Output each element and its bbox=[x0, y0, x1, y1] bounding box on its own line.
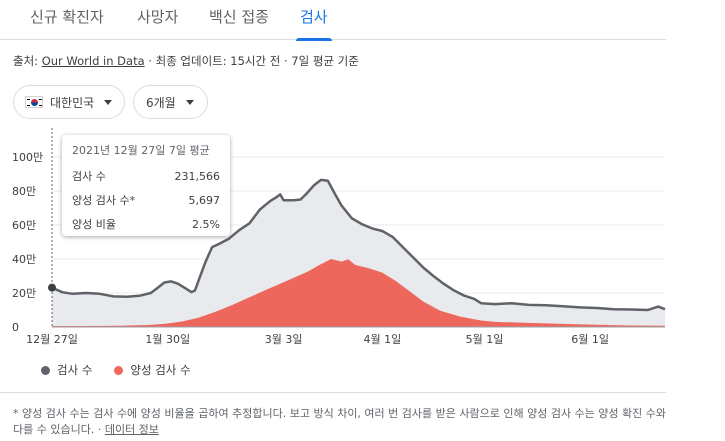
country-selector[interactable]: 대한민국 bbox=[13, 85, 125, 119]
x-tick-label: 12월 27일 bbox=[26, 332, 78, 346]
tab-vaccinations[interactable]: 백신 접종 bbox=[209, 0, 269, 40]
x-tick-label: 5월 1일 bbox=[466, 332, 504, 346]
tab-label: 검사 bbox=[300, 8, 328, 26]
chart-tooltip: 2021년 12월 27일 7일 평균 검사 수 231,566 양성 검사 수*… bbox=[62, 135, 230, 236]
source-prefix: 출처: bbox=[13, 54, 39, 68]
y-tick-label: 40만 bbox=[12, 253, 36, 266]
tooltip-title: 2021년 12월 27일 7일 평균 bbox=[72, 144, 210, 157]
tooltip-row-tests: 검사 수 231,566 bbox=[72, 165, 220, 189]
tooltip-value: 2.5% bbox=[192, 218, 220, 231]
tooltip-value: 231,566 bbox=[174, 170, 221, 183]
tab-deaths[interactable]: 사망자 bbox=[137, 0, 178, 40]
tab-label: 백신 접종 bbox=[209, 8, 269, 26]
tab-testing[interactable]: 검사 bbox=[296, 0, 332, 41]
caret-down-icon bbox=[104, 99, 113, 105]
y-tick-label: 60만 bbox=[12, 219, 36, 232]
legend-label: 양성 검사 수 bbox=[130, 363, 191, 377]
source-suffix: · 최종 업데이트: 15시간 전 · 7일 평균 기준 bbox=[148, 54, 359, 68]
tab-label: 신규 확진자 bbox=[30, 8, 104, 26]
footnote-text: * 양성 검사 수는 검사 수에 양성 비율을 곱하여 추정합니다. 보고 방식… bbox=[13, 407, 667, 436]
hover-point-tests bbox=[48, 283, 56, 292]
caret-down-icon bbox=[185, 99, 194, 105]
tab-bar: 신규 확진자 사망자 백신 접종 검사 bbox=[0, 0, 666, 41]
tooltip-label: 양성 검사 수* bbox=[72, 194, 136, 207]
chart-legend: 검사 수 양성 검사 수 bbox=[41, 362, 213, 378]
y-tick-label: 80만 bbox=[12, 185, 36, 198]
series-line-tests bbox=[51, 178, 666, 312]
legend-dot-icon bbox=[114, 365, 124, 375]
divider bbox=[0, 392, 666, 393]
legend-item-tests: 검사 수 bbox=[41, 362, 92, 378]
series-area-tests bbox=[52, 179, 665, 327]
legend-dot-icon bbox=[41, 365, 50, 375]
x-tick-label: 3월 3일 bbox=[265, 332, 303, 346]
legend-item-positives: 양성 검사 수 bbox=[114, 362, 191, 378]
x-tick-label: 4월 1일 bbox=[363, 332, 401, 346]
data-info-link[interactable]: 데이터 정보 bbox=[104, 423, 159, 436]
tooltip-value: 5,697 bbox=[188, 194, 221, 207]
country-label: 대한민국 bbox=[50, 95, 95, 110]
series-area-positives bbox=[52, 259, 665, 327]
source-line: 출처: Our World in Data · 최종 업데이트: 15시간 전 … bbox=[13, 53, 359, 69]
x-tick-label: 1월 30일 bbox=[145, 332, 190, 346]
tooltip-label: 양성 비율 bbox=[72, 218, 116, 231]
south-korea-flag-icon bbox=[25, 96, 43, 108]
y-tick-label: 0 bbox=[12, 321, 19, 334]
y-tick-label: 100만 bbox=[12, 151, 43, 164]
source-link[interactable]: Our World in Data bbox=[41, 54, 145, 68]
period-selector[interactable]: 6개월 bbox=[133, 85, 208, 119]
y-tick-label: 20만 bbox=[12, 287, 36, 300]
tooltip-label: 검사 수 bbox=[72, 170, 106, 183]
tooltip-row-positives: 양성 검사 수* 5,697 bbox=[72, 189, 220, 213]
footnote: * 양성 검사 수는 검사 수에 양성 비율을 곱하여 추정합니다. 보고 방식… bbox=[13, 406, 668, 438]
period-label: 6개월 bbox=[146, 95, 176, 110]
tab-new-cases[interactable]: 신규 확진자 bbox=[30, 0, 104, 40]
legend-label: 검사 수 bbox=[57, 363, 93, 377]
tab-label: 사망자 bbox=[137, 8, 179, 26]
tooltip-row-positivity: 양성 비율 2.5% bbox=[72, 213, 220, 237]
x-tick-label: 6월 1일 bbox=[571, 332, 609, 346]
active-tab-indicator bbox=[296, 38, 332, 41]
